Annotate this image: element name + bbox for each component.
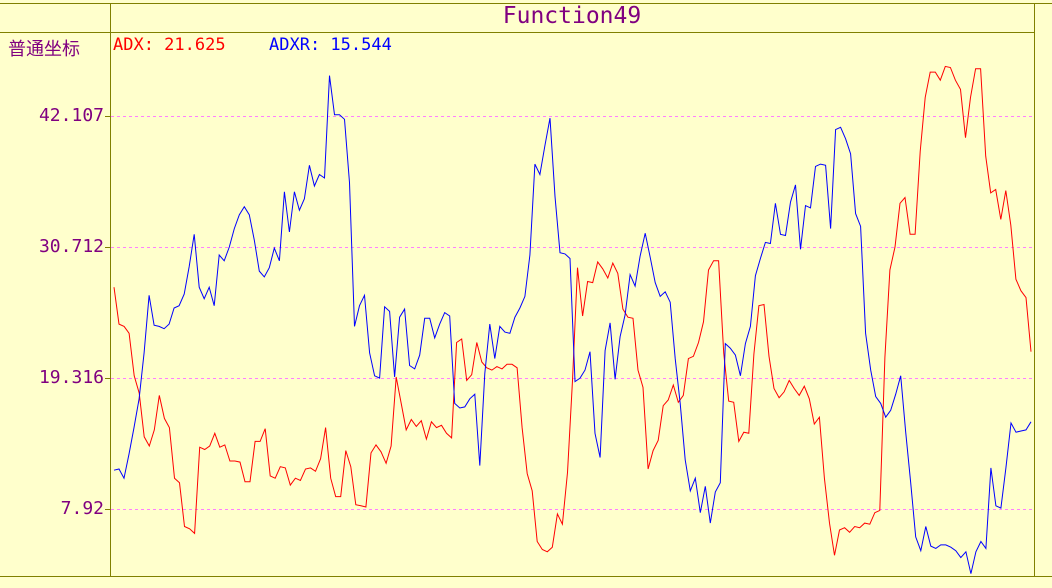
series-line-adxr [113,75,1032,574]
chart-frame [0,3,1052,577]
coordinate-mode-label: 普通坐标 [8,39,80,60]
legend-adxr: ADXR: 15.544 [269,35,392,55]
chart-title: Function49 [502,3,642,29]
y-tick-label: 7.92 [60,497,104,519]
y-tick-label: 30.712 [38,235,104,257]
series-lines [113,65,1032,574]
legend-adx: ADX: 21.625 [113,35,226,55]
y-tick-label: 42.107 [38,104,104,126]
series-line-adx [113,65,1032,556]
y-tick-label: 19.316 [38,366,104,388]
